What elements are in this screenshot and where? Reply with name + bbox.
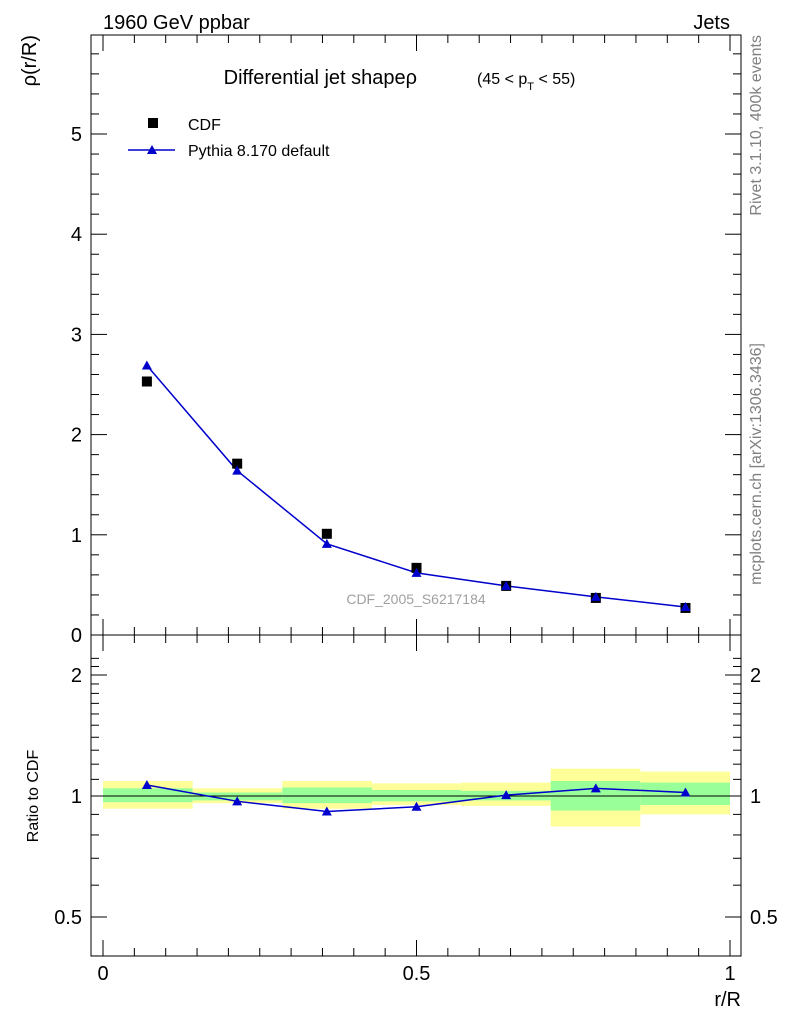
ratio-ticks: 0.5 0.5 1 1 2 2 0 0.5 1 [54, 635, 778, 985]
main-panel: 0 1 2 3 4 5 Differential jet shapeρ (45 < pT … [19, 34, 742, 647]
y-tick-label: 1 [71, 525, 82, 547]
ratio-point [680, 787, 691, 797]
ratio-point [232, 796, 243, 806]
ratio-y-tick-label: 1 [71, 786, 82, 808]
cdf-point [232, 458, 243, 469]
ratio-y-label: Ratio to CDF [25, 750, 42, 843]
ratio-y-tick-label-right: 2 [750, 665, 761, 687]
legend-cdf-marker [148, 118, 158, 128]
y-tick-label: 2 [71, 425, 82, 447]
header-right: Jets [693, 12, 730, 34]
mcplots-label: mcplots.cern.ch [arXiv:1306.3436] [748, 343, 765, 585]
legend-cdf-label: CDF [188, 117, 221, 134]
x-tick-label: 0.5 [403, 963, 431, 985]
x-tick-label: 1 [724, 963, 735, 985]
ratio-point [141, 780, 152, 790]
ratio-point [501, 790, 512, 800]
chart-title: Differential jet shapeρ [224, 67, 417, 89]
legend-pythia-label: Pythia 8.170 default [188, 143, 330, 160]
cdf-point [411, 562, 422, 573]
cdf-point [141, 376, 152, 387]
y-axis-label: ρ(r/R) [19, 35, 41, 86]
y-tick-label: 4 [71, 224, 82, 246]
ratio-panel: 0.5 0.5 1 1 2 2 0 0.5 1 Ratio to CDF r/R [25, 634, 778, 1011]
y-tick-label: 0 [71, 625, 82, 647]
cdf-point [321, 528, 332, 539]
ratio-y-tick-label-right: 0.5 [750, 907, 778, 929]
y-tick-label: 3 [71, 324, 82, 346]
ratio-point [411, 801, 422, 811]
analysis-watermark: CDF_2005_S6217184 [346, 591, 486, 607]
chart-title-range: (45 < pT < 55) [477, 71, 575, 93]
header-left: 1960 GeV ppbar [103, 12, 250, 34]
main-ticks: 0 1 2 3 4 5 [71, 35, 741, 647]
pythia-point [501, 580, 512, 590]
x-tick-label: 0 [97, 963, 108, 985]
ratio-y-tick-label: 0.5 [54, 907, 82, 929]
rivet-label: Rivet 3.1.10, 400k events [748, 35, 765, 216]
x-axis-label: r/R [714, 989, 741, 1011]
ratio-band-inner [282, 787, 372, 804]
ratio-y-tick-label-right: 1 [750, 786, 761, 808]
pythia-point [321, 538, 332, 548]
pythia-point [590, 591, 601, 601]
pythia-point [141, 360, 152, 370]
pythia-point [232, 465, 243, 475]
pythia-point [411, 567, 422, 577]
y-tick-label: 5 [71, 124, 82, 146]
ratio-frame [90, 634, 742, 957]
legend-pythia-marker [147, 145, 157, 154]
legend: CDF Pythia 8.170 default [128, 117, 330, 160]
ratio-point [590, 783, 601, 793]
ratio-band-inner [103, 788, 193, 803]
ratio-y-tick-label: 2 [71, 665, 82, 687]
pythia-point [680, 601, 691, 611]
ratio-point [321, 806, 332, 816]
